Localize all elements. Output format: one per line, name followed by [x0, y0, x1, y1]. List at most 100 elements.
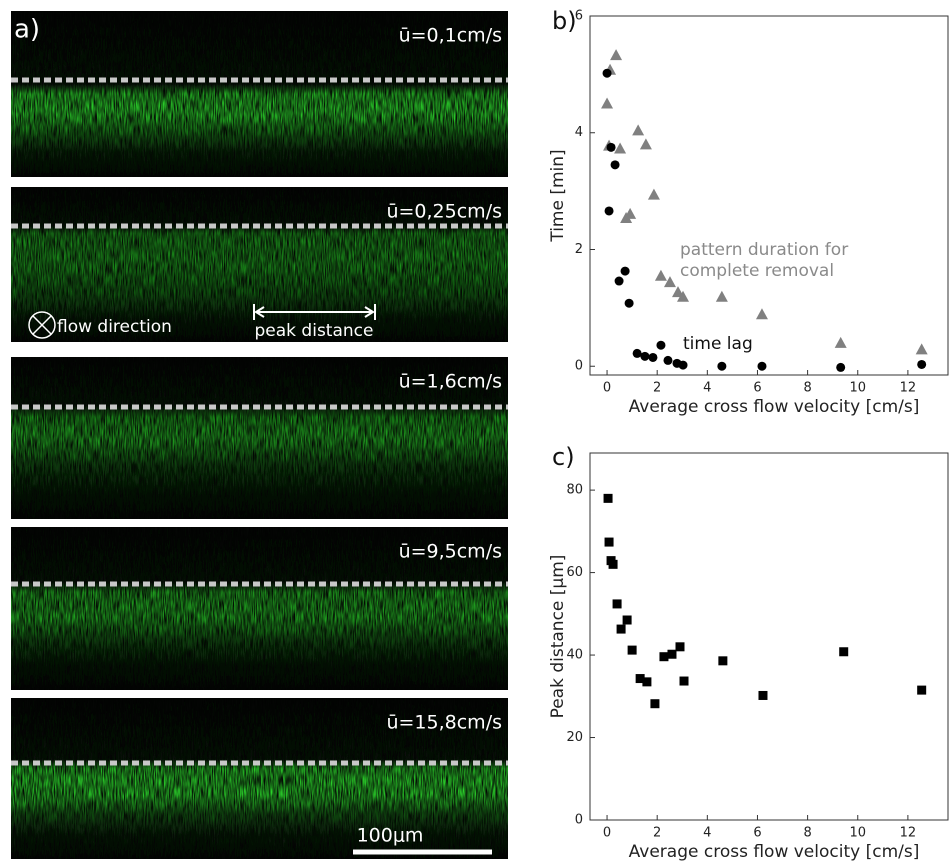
velocity-label: ū=0,25cm/s: [386, 201, 502, 223]
triangle-marker: [624, 207, 637, 219]
square-marker: [917, 685, 927, 695]
x-tick-label: 6: [753, 826, 761, 841]
flow-icon-cross: [32, 315, 52, 335]
square-marker: [675, 642, 685, 652]
triangle-marker: [834, 336, 847, 348]
y-axis-label: Peak distance [µm]: [548, 555, 568, 719]
x-tick-label: 0: [603, 381, 611, 396]
velocity-label: ū=1,6cm/s: [399, 371, 502, 393]
circle-marker: [917, 359, 927, 369]
circle-marker: [717, 361, 727, 371]
square-marker: [642, 677, 652, 687]
panel-label: b): [552, 7, 577, 35]
square-marker: [758, 690, 768, 700]
triangle-marker: [647, 188, 660, 200]
x-tick-label: 2: [653, 381, 661, 396]
triangle-marker: [677, 290, 690, 302]
scale-bar-label: 100μm: [357, 825, 424, 847]
y-tick-label: 0: [575, 359, 583, 374]
circle-marker: [640, 351, 650, 361]
triangle-marker: [610, 49, 623, 61]
x-tick-label: 0: [603, 826, 611, 841]
x-tick-label: 12: [900, 381, 917, 396]
triangle-marker: [632, 124, 645, 136]
square-marker: [608, 559, 618, 569]
x-tick-label: 8: [803, 826, 811, 841]
circle-marker: [648, 352, 658, 362]
flow-icon: [28, 311, 56, 339]
circle-marker: [663, 355, 673, 365]
panel-label: c): [552, 443, 575, 471]
triangle-marker: [755, 308, 768, 320]
y-axis-label: Time [min]: [548, 149, 568, 242]
series-name: time lag: [683, 334, 753, 354]
x-tick-label: 6: [753, 381, 761, 396]
square-marker: [616, 624, 626, 634]
x-axis-label: Average cross flow velocity [cm/s]: [629, 397, 920, 417]
circle-marker: [614, 276, 624, 286]
x-tick-label: 2: [653, 826, 661, 841]
circle-marker: [602, 68, 612, 78]
circle-marker: [604, 206, 614, 216]
y-tick-label: 0: [575, 813, 583, 828]
square-marker: [659, 652, 669, 662]
circle-marker: [836, 362, 846, 372]
circle-marker: [620, 266, 630, 276]
triangle-marker: [671, 286, 684, 298]
triangle-marker: [663, 276, 676, 288]
square-marker: [635, 674, 645, 684]
circle-marker: [757, 361, 767, 371]
velocity-label: ū=15,8cm/s: [386, 712, 502, 734]
circle-marker: [624, 298, 634, 308]
circle-marker: [606, 142, 616, 152]
panel-label: a): [14, 15, 40, 45]
plot-frame: [589, 452, 949, 821]
x-tick-label: 10: [849, 826, 866, 841]
x-tick-label: 4: [703, 381, 711, 396]
fluorescence-band: [11, 698, 508, 859]
plot-frame: [589, 15, 949, 376]
fluorescence-band: [11, 11, 508, 177]
x-tick-label: 10: [849, 381, 866, 396]
y-tick-label: 6: [575, 9, 583, 24]
square-marker: [603, 493, 613, 503]
square-marker: [667, 649, 677, 659]
triangle-marker: [654, 269, 667, 281]
square-marker: [650, 699, 660, 709]
velocity-label: ū=9,5cm/s: [399, 541, 502, 563]
series-annotation: pattern duration for complete removal: [680, 240, 849, 281]
circle-marker: [632, 348, 642, 358]
square-marker: [839, 647, 849, 657]
triangle-marker: [715, 290, 728, 302]
square-marker: [612, 599, 622, 609]
peak-distance-label: peak distance: [255, 321, 374, 341]
series-name: pattern duration for complete removal: [680, 240, 849, 281]
y-tick-label: 20: [566, 730, 583, 745]
y-tick-label: 4: [575, 125, 583, 140]
fluorescence-band: [11, 527, 508, 690]
x-tick-label: 12: [900, 826, 917, 841]
circle-marker: [678, 360, 688, 370]
square-marker: [627, 645, 637, 655]
x-tick-label: 8: [803, 381, 811, 396]
triangle-marker: [915, 343, 928, 355]
square-marker: [679, 676, 689, 686]
panel-a: ū=0,1cm/s ū=0,25cm/s ū=1,6cm/s ū=9,5cm/s ū=1…: [11, 11, 508, 859]
x-tick-label: 4: [703, 826, 711, 841]
series-annotation: time lag: [683, 334, 753, 354]
square-marker: [622, 615, 632, 625]
circle-marker: [656, 340, 666, 350]
y-tick-label: 2: [575, 242, 583, 257]
fluorescence-band: [11, 357, 508, 519]
velocity-label: ū=0,1cm/s: [399, 25, 502, 47]
x-axis-label: Average cross flow velocity [cm/s]: [629, 842, 920, 862]
triangle-marker: [614, 142, 627, 154]
circle-marker: [610, 160, 620, 170]
triangle-marker: [639, 138, 652, 150]
y-tick-label: 80: [566, 483, 583, 498]
peak-arrow: [253, 304, 376, 320]
y-tick-label: 40: [566, 648, 583, 663]
